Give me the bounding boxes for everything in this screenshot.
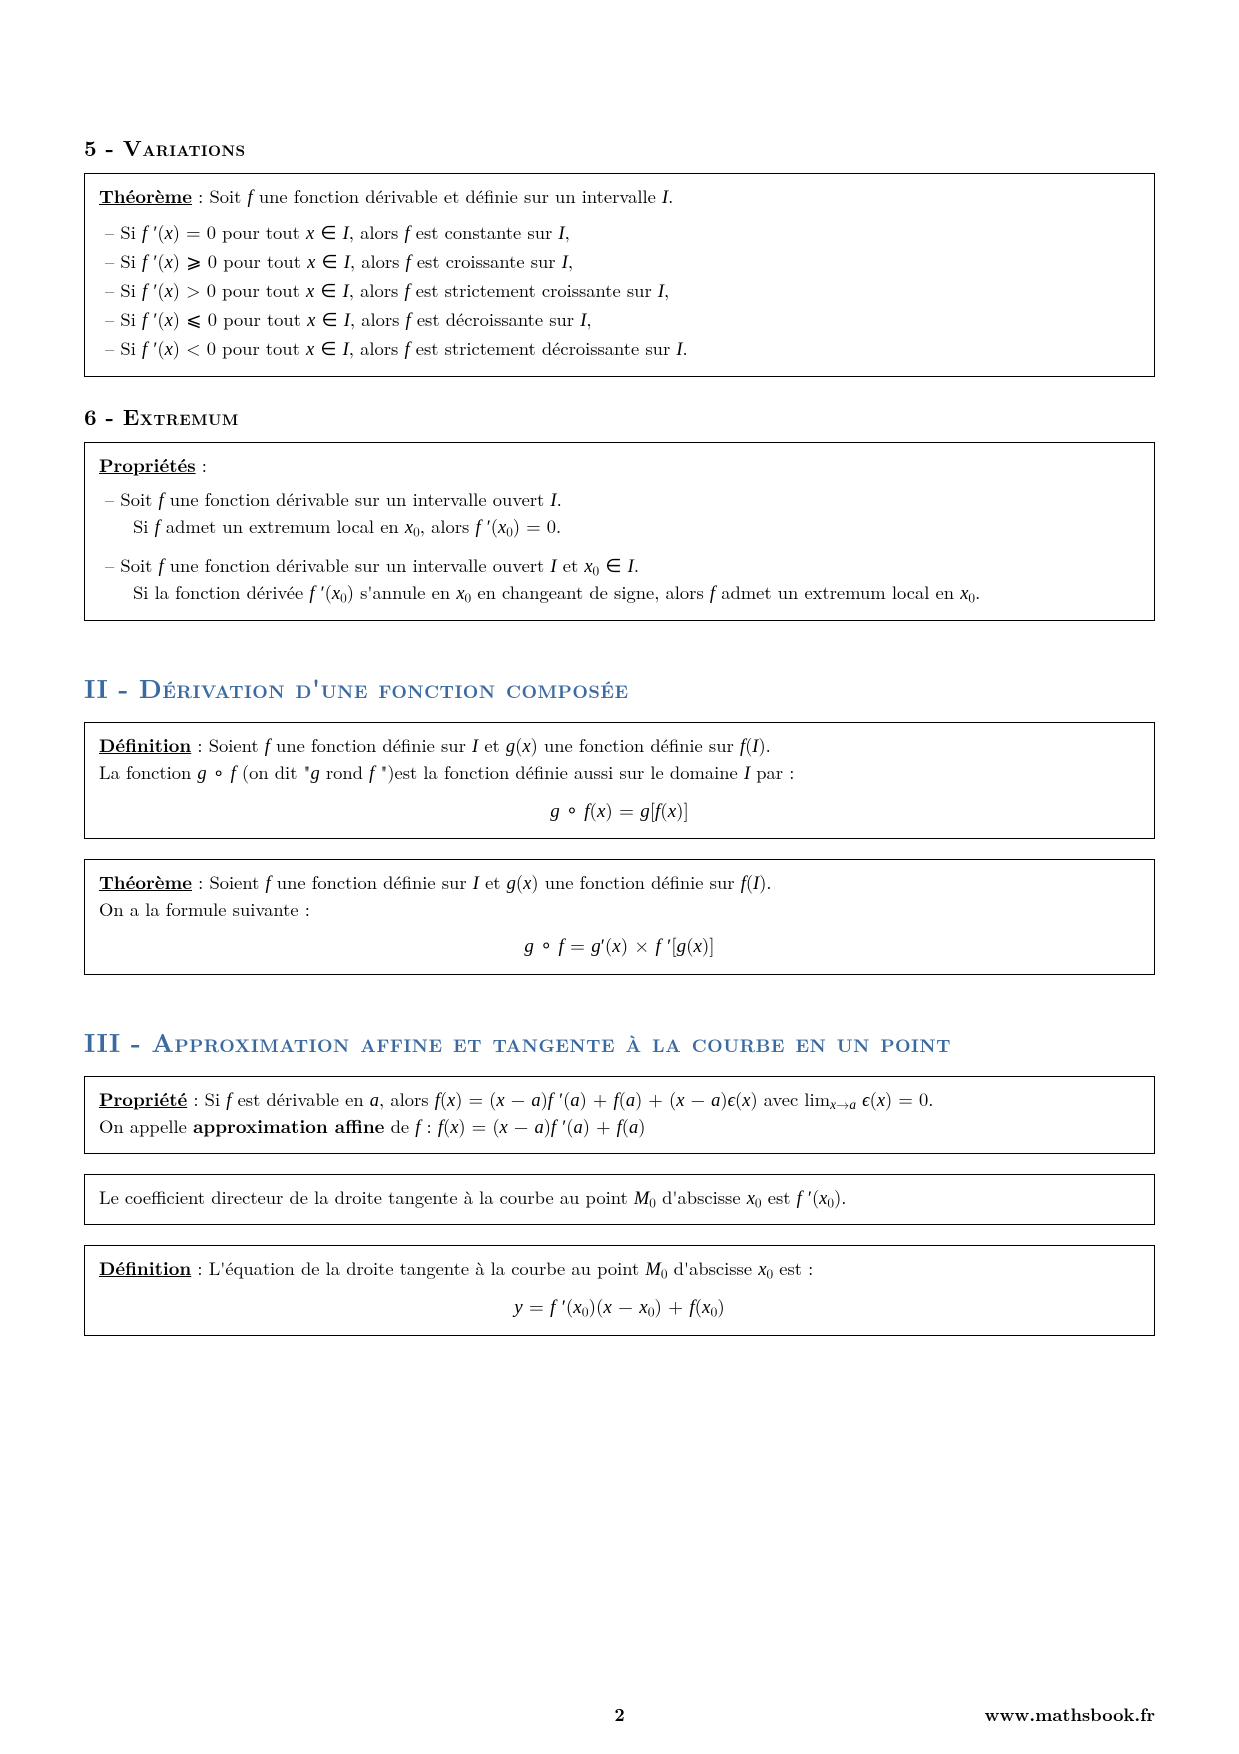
variations-item: Si f ′(x) > 0 pour tout x ∈ I, alors f e… — [105, 277, 1140, 306]
extremum-list: Soit f une fonction dérivable sur un int… — [99, 486, 1140, 608]
properties-label: Propriétés — [99, 452, 196, 478]
extremum-item: Soit f une fonction dérivable sur un int… — [105, 486, 1140, 542]
tangent-slope-text: Le coefficient directeur de la droite ta… — [99, 1184, 846, 1210]
site-url: www.mathsbook.fr — [984, 1702, 1155, 1727]
section-6-heading: 6 - Extremum — [84, 401, 1155, 432]
variations-item: Si f ′(x) < 0 pour tout x ∈ I, alors f e… — [105, 335, 1140, 364]
approx-affine-bold: approximation affine — [193, 1113, 384, 1139]
property-text: : Si f est dérivable en a, alors f(x) = … — [187, 1086, 933, 1112]
theorem-label: Théorème — [99, 183, 192, 209]
properties-colon: : — [196, 452, 207, 478]
properties-extremum-box: Propriétés : Soit f une fonction dérivab… — [84, 442, 1155, 621]
theorem-variations-box: Théorème : Soit f une fonction dérivable… — [84, 173, 1155, 377]
definition-tangent-box: Définition : L'équation de la droite tan… — [84, 1245, 1155, 1336]
theorem-text: : Soient f une fonction définie sur I et… — [192, 869, 772, 895]
section-III-heading: III - Approximation affine et tangente à… — [84, 1023, 1155, 1060]
theorem-intro: : Soit f une fonction dérivable et défin… — [192, 183, 673, 209]
variations-item: Si f ′(x) = 0 pour tout x ∈ I, alors f e… — [105, 219, 1140, 248]
section-II-heading: II - Dérivation d'une fonction composée — [84, 669, 1155, 706]
section-6-title: Extremum — [123, 401, 239, 432]
definition-tangent-text: : L'équation de la droite tangente à la … — [191, 1255, 813, 1281]
equation-composition: g ∘ f(x) = g[f(x)] — [99, 797, 1140, 825]
theorem-label: Théorème — [99, 869, 192, 895]
equation-chain-rule: g ∘ f = g′(x) × f ′[g(x)] — [99, 932, 1140, 960]
variations-list: Si f ′(x) = 0 pour tout x ∈ I, alors f e… — [99, 219, 1140, 364]
variations-item: Si f ′(x) ⩾ 0 pour tout x ∈ I, alors f e… — [105, 248, 1140, 277]
approx-prefix: On appelle — [99, 1113, 193, 1139]
definition-label: Définition — [99, 1255, 191, 1281]
section-5-title: Variations — [123, 132, 246, 163]
page: 5 - Variations Théorème : Soit f une fon… — [0, 0, 1239, 1754]
tangent-slope-box: Le coefficient directeur de la droite ta… — [84, 1174, 1155, 1225]
variations-item: Si f ′(x) ⩽ 0 pour tout x ∈ I, alors f e… — [105, 306, 1140, 335]
equation-tangent: y = f ′(x0)(x − x0) + f(x0) — [99, 1293, 1140, 1321]
approx-affine-line: On appelle approximation affine de f : f… — [99, 1113, 645, 1139]
theorem-text-2: On a la formule suivante : — [99, 896, 310, 922]
definition-label: Définition — [99, 732, 191, 758]
extremum-item: Soit f une fonction dérivable sur un int… — [105, 552, 1140, 608]
definition-text: : Soient f une fonction définie sur I et… — [191, 732, 771, 758]
theorem-composition-box: Théorème : Soient f une fonction définie… — [84, 859, 1155, 975]
property-affine-box: Propriété : Si f est dérivable en a, alo… — [84, 1076, 1155, 1154]
definition-composition-box: Définition : Soient f une fonction défin… — [84, 722, 1155, 840]
property-label: Propriété — [99, 1086, 187, 1112]
section-5-heading: 5 - Variations — [84, 132, 1155, 163]
definition-text-2: La fonction g ∘ f (on dit "g rond f ")es… — [99, 759, 794, 785]
